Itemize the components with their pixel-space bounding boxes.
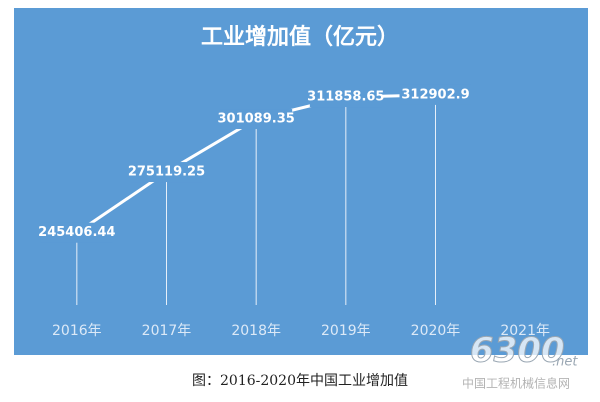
- x-tick-label: 2020年: [411, 323, 461, 339]
- watermark-suffix: .net: [552, 355, 578, 370]
- chart-title: 工业增加值（亿元）: [201, 24, 399, 50]
- x-tick-label: 2016年: [52, 323, 102, 339]
- label-box: [309, 87, 382, 108]
- x-tick-label: 2018年: [231, 323, 281, 339]
- label-box: [130, 162, 203, 183]
- label-box: [40, 222, 113, 243]
- value-label: 312902.9: [401, 87, 469, 102]
- x-tick-label: 2019年: [321, 323, 371, 339]
- label-box: [399, 84, 472, 105]
- plot-background: [14, 8, 588, 355]
- watermark-site: 中国工程机械信息网: [462, 376, 570, 391]
- x-tick-label: 2017年: [142, 323, 192, 339]
- value-label: 301089.35: [218, 112, 295, 127]
- watermark-number: 6300: [470, 331, 565, 371]
- value-label: 311858.65: [307, 90, 384, 105]
- x-tick-label: 2021年: [500, 323, 550, 339]
- value-label: 275119.25: [128, 165, 205, 180]
- label-box: [220, 109, 293, 130]
- value-label: 245406.44: [38, 225, 115, 240]
- caption: 图：2016-2020年中国工业增加值: [192, 373, 408, 389]
